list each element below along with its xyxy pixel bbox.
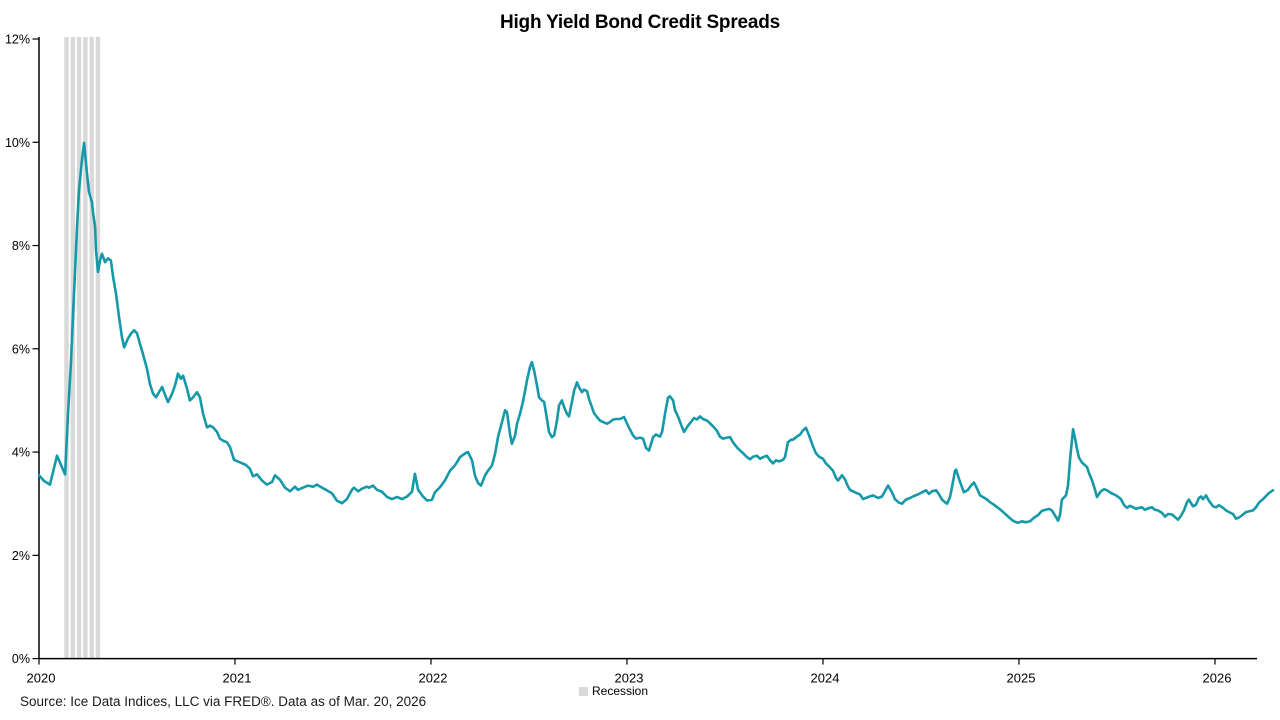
x-tick-label: 2021 (223, 671, 252, 686)
recession-band-stripe (89, 37, 94, 659)
recession-legend-label: Recession (592, 684, 649, 698)
x-tick-label: 2025 (1007, 671, 1036, 686)
recession-band-stripe (76, 37, 82, 659)
recession-legend-swatch (579, 686, 588, 696)
y-tick-label: 4% (12, 446, 30, 460)
x-tick-label: 2026 (1203, 671, 1232, 686)
spread-line (37, 141, 1275, 525)
y-tick-label: 0% (12, 652, 30, 666)
legend: Recession (579, 684, 648, 698)
x-tick-label: 2024 (811, 671, 840, 686)
y-tick-label: 6% (12, 342, 30, 356)
y-tick-label: 10% (5, 136, 30, 150)
source-note: Source: Ice Data Indices, LLC via FRED®.… (20, 694, 427, 709)
y-tick-label: 2% (12, 549, 30, 563)
recession-band-stripe (83, 37, 88, 659)
chart-title: High Yield Bond Credit Spreads (499, 12, 781, 33)
x-tick-label: 2022 (419, 671, 448, 686)
recession-band-stripe (64, 37, 69, 659)
recession-band-stripe (95, 37, 101, 659)
y-tick-label: 12% (5, 33, 30, 47)
x-tick-label: 2020 (27, 671, 56, 686)
x-tick-label: 2023 (615, 671, 644, 686)
y-tick-label: 8% (12, 239, 30, 253)
